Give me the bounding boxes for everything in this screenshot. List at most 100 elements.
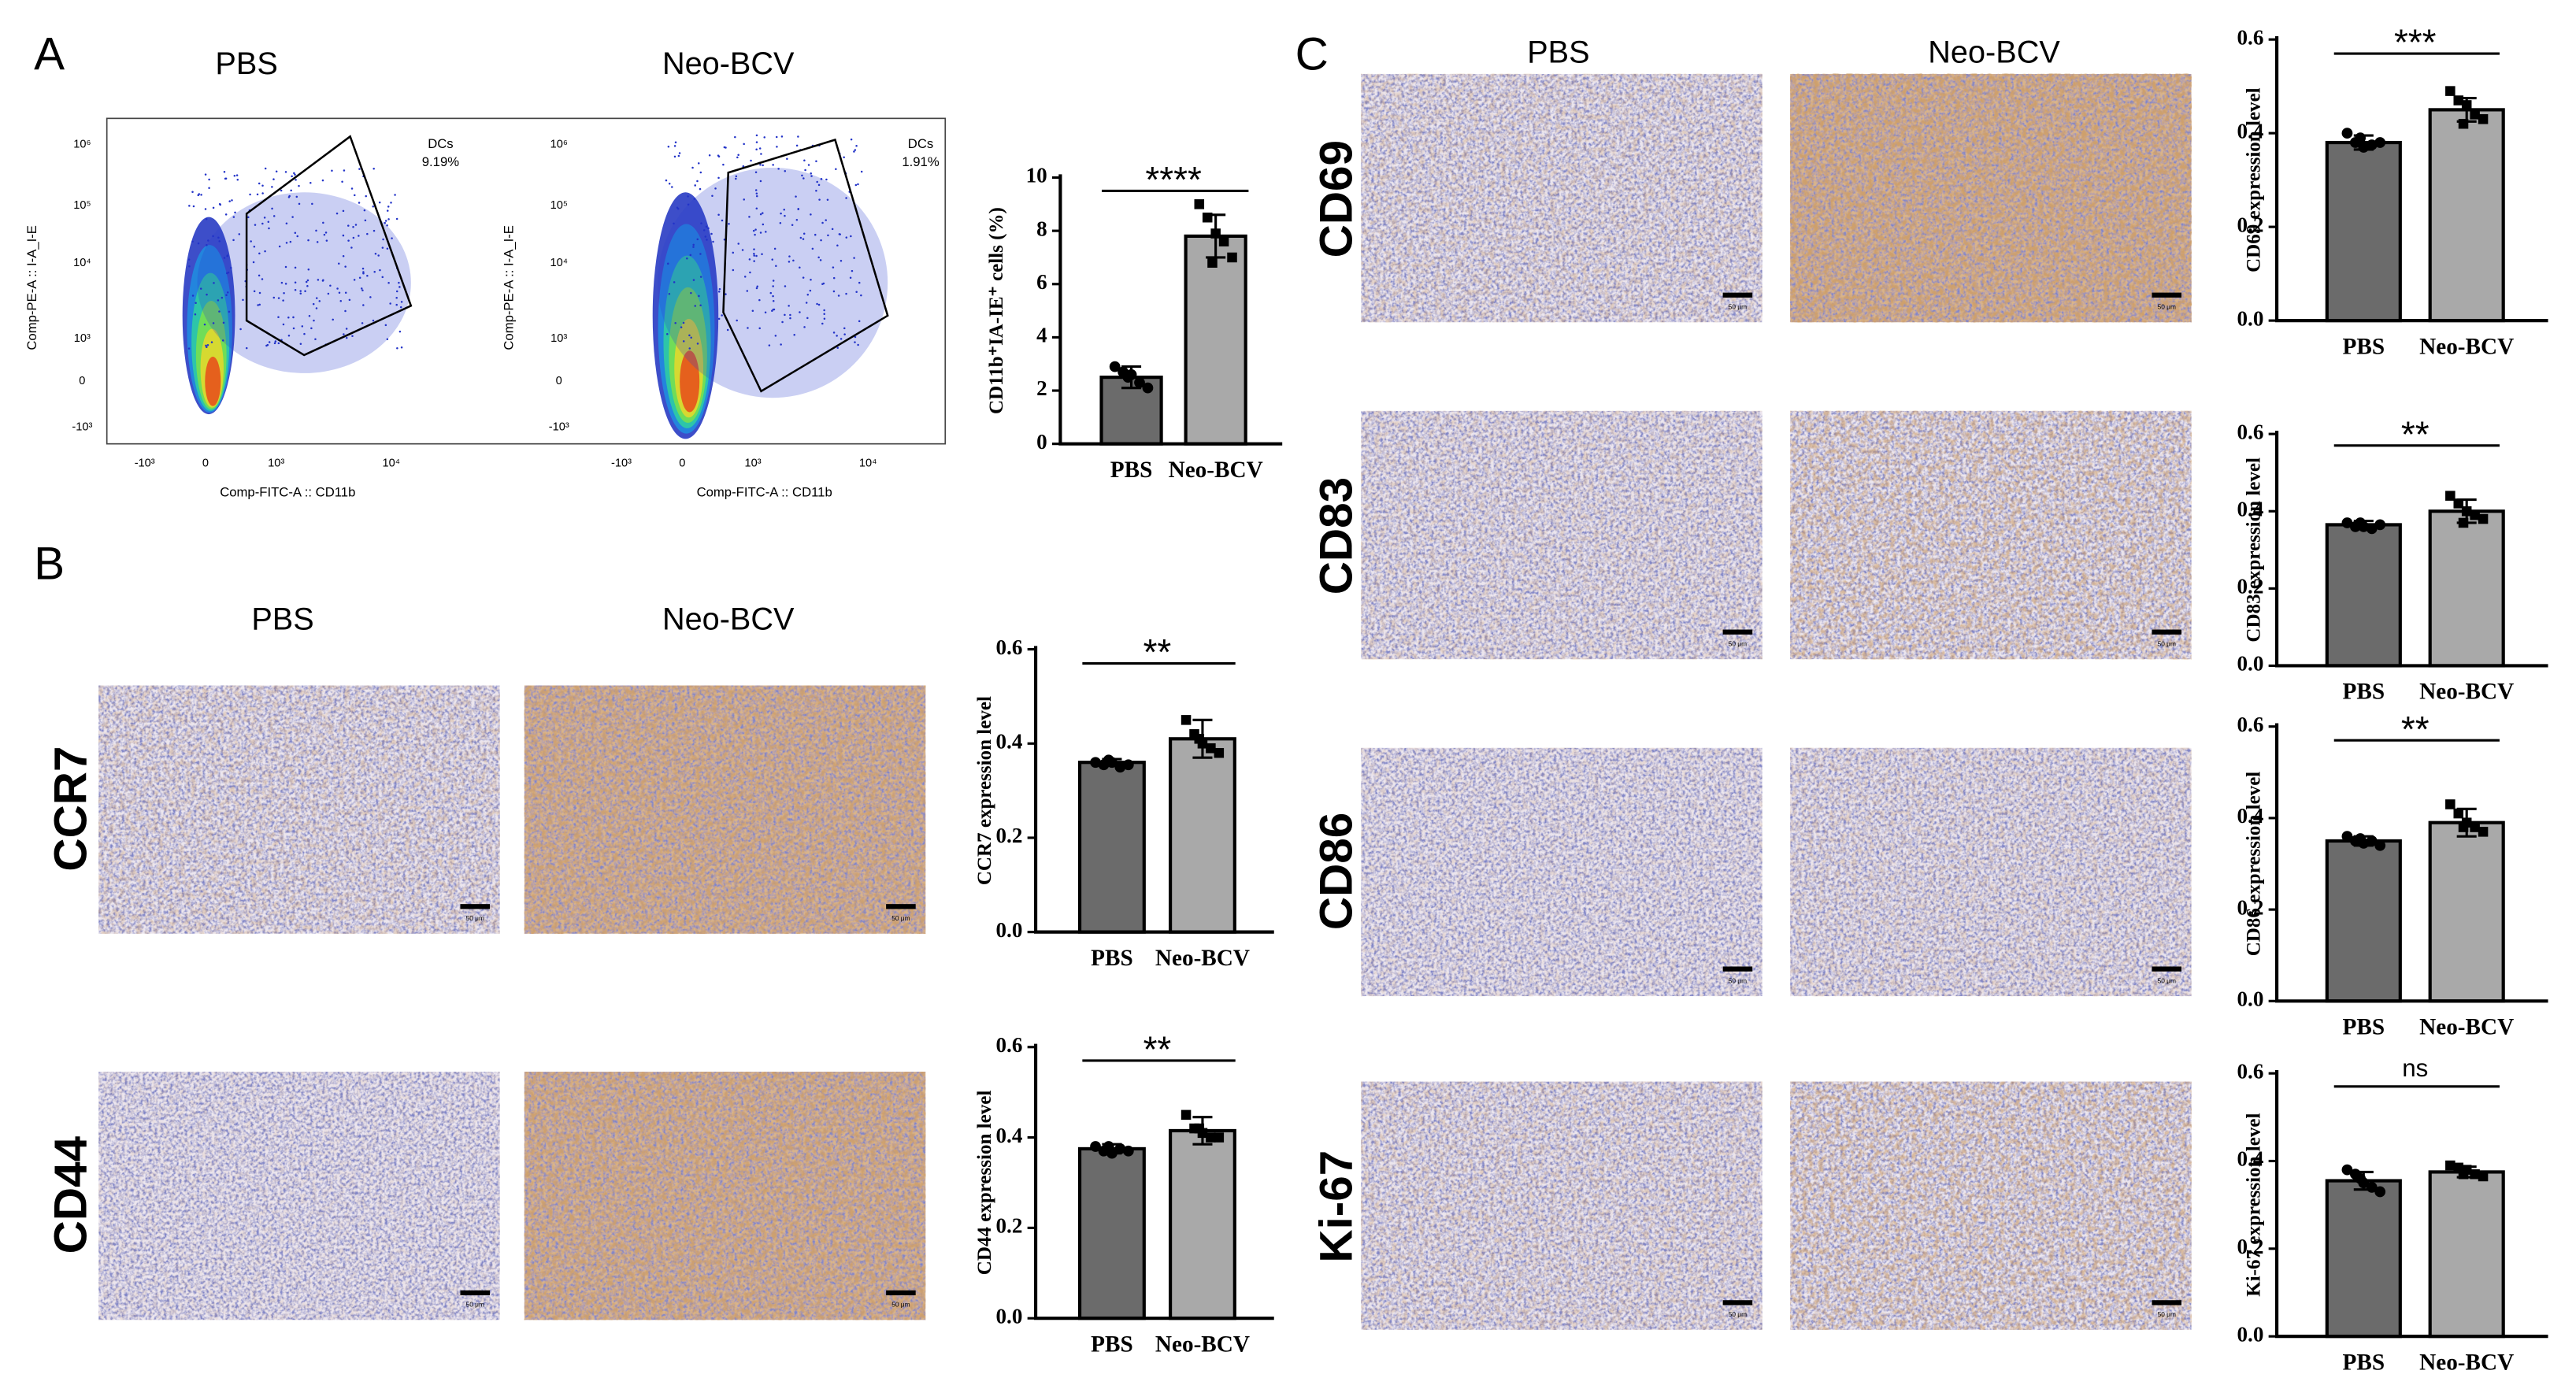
event <box>323 233 326 236</box>
event <box>342 234 345 237</box>
column-header: Neo-BCV <box>662 602 795 637</box>
x-tick-label: PBS <box>1091 946 1133 971</box>
event <box>314 338 317 340</box>
x-tick-label: PBS <box>2343 1014 2385 1039</box>
event <box>315 297 318 299</box>
y-tick-label: 0.4 <box>2237 1147 2263 1171</box>
event <box>221 339 224 342</box>
event <box>668 183 671 185</box>
event <box>386 247 389 250</box>
event <box>294 232 297 234</box>
event <box>771 309 773 312</box>
event <box>699 171 702 174</box>
event <box>698 294 700 298</box>
event <box>386 209 389 212</box>
event <box>760 153 762 155</box>
data-point <box>1194 734 1205 744</box>
event <box>264 250 266 253</box>
event <box>850 235 852 238</box>
event <box>795 218 799 221</box>
data-point <box>2458 517 2469 528</box>
event <box>687 203 690 206</box>
bar <box>2428 108 2505 323</box>
event <box>699 253 702 255</box>
event <box>277 297 280 299</box>
event <box>753 248 755 250</box>
event <box>242 298 244 302</box>
y-axis-label: CCR7 expression level <box>974 696 995 885</box>
y-tick-label: 10³ <box>74 332 91 345</box>
event <box>831 228 834 231</box>
event <box>772 164 774 166</box>
data-point <box>1214 1132 1225 1143</box>
event <box>287 317 290 319</box>
event <box>317 279 320 281</box>
event <box>752 229 755 232</box>
event <box>688 347 691 350</box>
event <box>268 341 271 343</box>
event <box>292 316 295 319</box>
data-point <box>2341 831 2353 843</box>
event <box>226 254 229 257</box>
event <box>387 281 390 284</box>
event <box>358 202 361 204</box>
data-point <box>1114 761 1126 773</box>
row-label: CCR7 <box>45 746 96 872</box>
event <box>205 217 208 220</box>
data-point <box>2461 506 2472 517</box>
data-point <box>1090 757 1101 769</box>
y-tick-label: 4 <box>1036 324 1047 347</box>
scale-bar <box>2152 629 2182 635</box>
event <box>795 144 799 147</box>
event <box>717 317 721 320</box>
x-tick-label: PBS <box>2343 1350 2385 1375</box>
x-tick-label: 0 <box>202 457 209 470</box>
event <box>797 135 799 138</box>
event <box>849 276 852 279</box>
event <box>232 239 235 242</box>
data-point <box>1134 377 1145 388</box>
event <box>807 164 810 166</box>
event <box>339 299 343 302</box>
y-tick-label: 0.2 <box>2237 213 2263 236</box>
event <box>690 291 692 294</box>
event <box>754 171 758 173</box>
event <box>294 289 297 291</box>
event <box>252 261 255 264</box>
event <box>347 239 350 242</box>
event <box>823 313 825 315</box>
y-tick-label: 0.4 <box>2237 804 2263 828</box>
event <box>299 343 302 346</box>
event <box>694 184 696 187</box>
event <box>803 326 806 328</box>
x-tick-label: 0 <box>679 457 685 470</box>
event <box>746 290 749 292</box>
event <box>820 178 823 180</box>
x-axis-label: Comp-FITC-A :: CD11b <box>697 485 832 500</box>
event <box>364 219 367 222</box>
event <box>755 148 758 150</box>
event <box>285 242 288 244</box>
event <box>294 266 297 269</box>
data-point <box>1207 257 1218 268</box>
event <box>832 276 836 280</box>
event <box>253 290 256 293</box>
event <box>845 236 848 239</box>
micrograph: 50 μm <box>98 1072 500 1320</box>
event <box>806 293 810 296</box>
y-tick-label: 0.6 <box>2237 713 2263 736</box>
event <box>858 320 861 323</box>
gate-label: DCs <box>428 136 453 151</box>
event <box>717 154 720 157</box>
event <box>809 289 812 292</box>
event <box>304 290 306 293</box>
event <box>362 304 365 306</box>
scale-label: 50 μm <box>2158 976 2176 984</box>
y-tick-label: 0.2 <box>995 824 1022 847</box>
event <box>835 168 837 170</box>
event <box>772 294 774 298</box>
event <box>312 302 315 306</box>
event <box>205 344 207 347</box>
event <box>187 347 191 350</box>
event <box>278 245 281 248</box>
